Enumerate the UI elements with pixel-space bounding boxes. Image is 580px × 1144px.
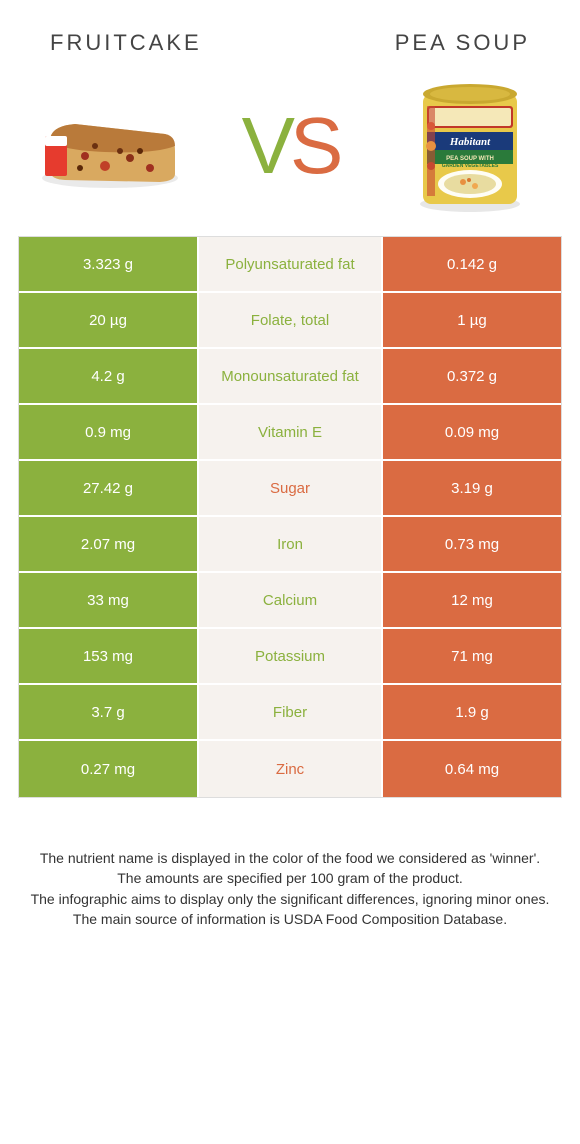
cell-nutrient-label: Folate, total [199,293,381,347]
table-row: 3.323 gPolyunsaturated fat0.142 g [19,237,561,293]
cell-right-value: 12 mg [381,573,561,627]
cell-left-value: 4.2 g [19,349,199,403]
comparison-table: 3.323 gPolyunsaturated fat0.142 g20 µgFo… [18,236,562,798]
svg-text:GARDEN VEGETABLES: GARDEN VEGETABLES [442,163,499,169]
table-row: 153 mgPotassium71 mg [19,629,561,685]
table-row: 0.9 mgVitamin E0.09 mg [19,405,561,461]
cell-right-value: 1.9 g [381,685,561,739]
table-row: 33 mgCalcium12 mg [19,573,561,629]
peasoup-image: Habitant PEA SOUP WITH GARDEN VEGETABLES [395,86,545,206]
table-row: 0.27 mgZinc0.64 mg [19,741,561,797]
title-left: FRUITCAKE [50,30,202,56]
cell-left-value: 27.42 g [19,461,199,515]
cell-left-value: 3.323 g [19,237,199,291]
cell-nutrient-label: Fiber [199,685,381,739]
images-row: VS Habitant PEA SOUP WITH GARDEN VEGETAB… [0,66,580,236]
cell-left-value: 2.07 mg [19,517,199,571]
header: FRUITCAKE PEA SOUP [0,0,580,66]
cell-nutrient-label: Iron [199,517,381,571]
cell-nutrient-label: Calcium [199,573,381,627]
table-row: 4.2 gMonounsaturated fat0.372 g [19,349,561,405]
table-row: 3.7 gFiber1.9 g [19,685,561,741]
footer-notes: The nutrient name is displayed in the co… [0,798,580,929]
cell-left-value: 0.9 mg [19,405,199,459]
cell-nutrient-label: Monounsaturated fat [199,349,381,403]
cell-right-value: 0.73 mg [381,517,561,571]
fruitcake-image [35,86,185,206]
cell-nutrient-label: Potassium [199,629,381,683]
cell-right-value: 1 µg [381,293,561,347]
cell-right-value: 0.09 mg [381,405,561,459]
cell-right-value: 0.142 g [381,237,561,291]
vs-v: V [242,101,290,190]
svg-text:PEA SOUP WITH: PEA SOUP WITH [446,156,494,162]
title-right: PEA SOUP [395,30,530,56]
cell-left-value: 3.7 g [19,685,199,739]
footer-line-2: The amounts are specified per 100 gram o… [18,868,562,888]
cell-right-value: 71 mg [381,629,561,683]
footer-line-1: The nutrient name is displayed in the co… [18,848,562,868]
cell-left-value: 20 µg [19,293,199,347]
cell-nutrient-label: Polyunsaturated fat [199,237,381,291]
footer-line-4: The main source of information is USDA F… [18,909,562,929]
cell-left-value: 153 mg [19,629,199,683]
vs-label: VS [242,100,339,192]
cell-nutrient-label: Sugar [199,461,381,515]
table-row: 27.42 gSugar3.19 g [19,461,561,517]
cell-left-value: 33 mg [19,573,199,627]
cell-left-value: 0.27 mg [19,741,199,797]
footer-line-3: The infographic aims to display only the… [18,889,562,909]
cell-right-value: 3.19 g [381,461,561,515]
cell-right-value: 0.64 mg [381,741,561,797]
cell-right-value: 0.372 g [381,349,561,403]
cell-nutrient-label: Zinc [199,741,381,797]
svg-text:Habitant: Habitant [449,136,491,148]
vs-s: S [290,101,338,190]
table-row: 20 µgFolate, total1 µg [19,293,561,349]
table-row: 2.07 mgIron0.73 mg [19,517,561,573]
cell-nutrient-label: Vitamin E [199,405,381,459]
